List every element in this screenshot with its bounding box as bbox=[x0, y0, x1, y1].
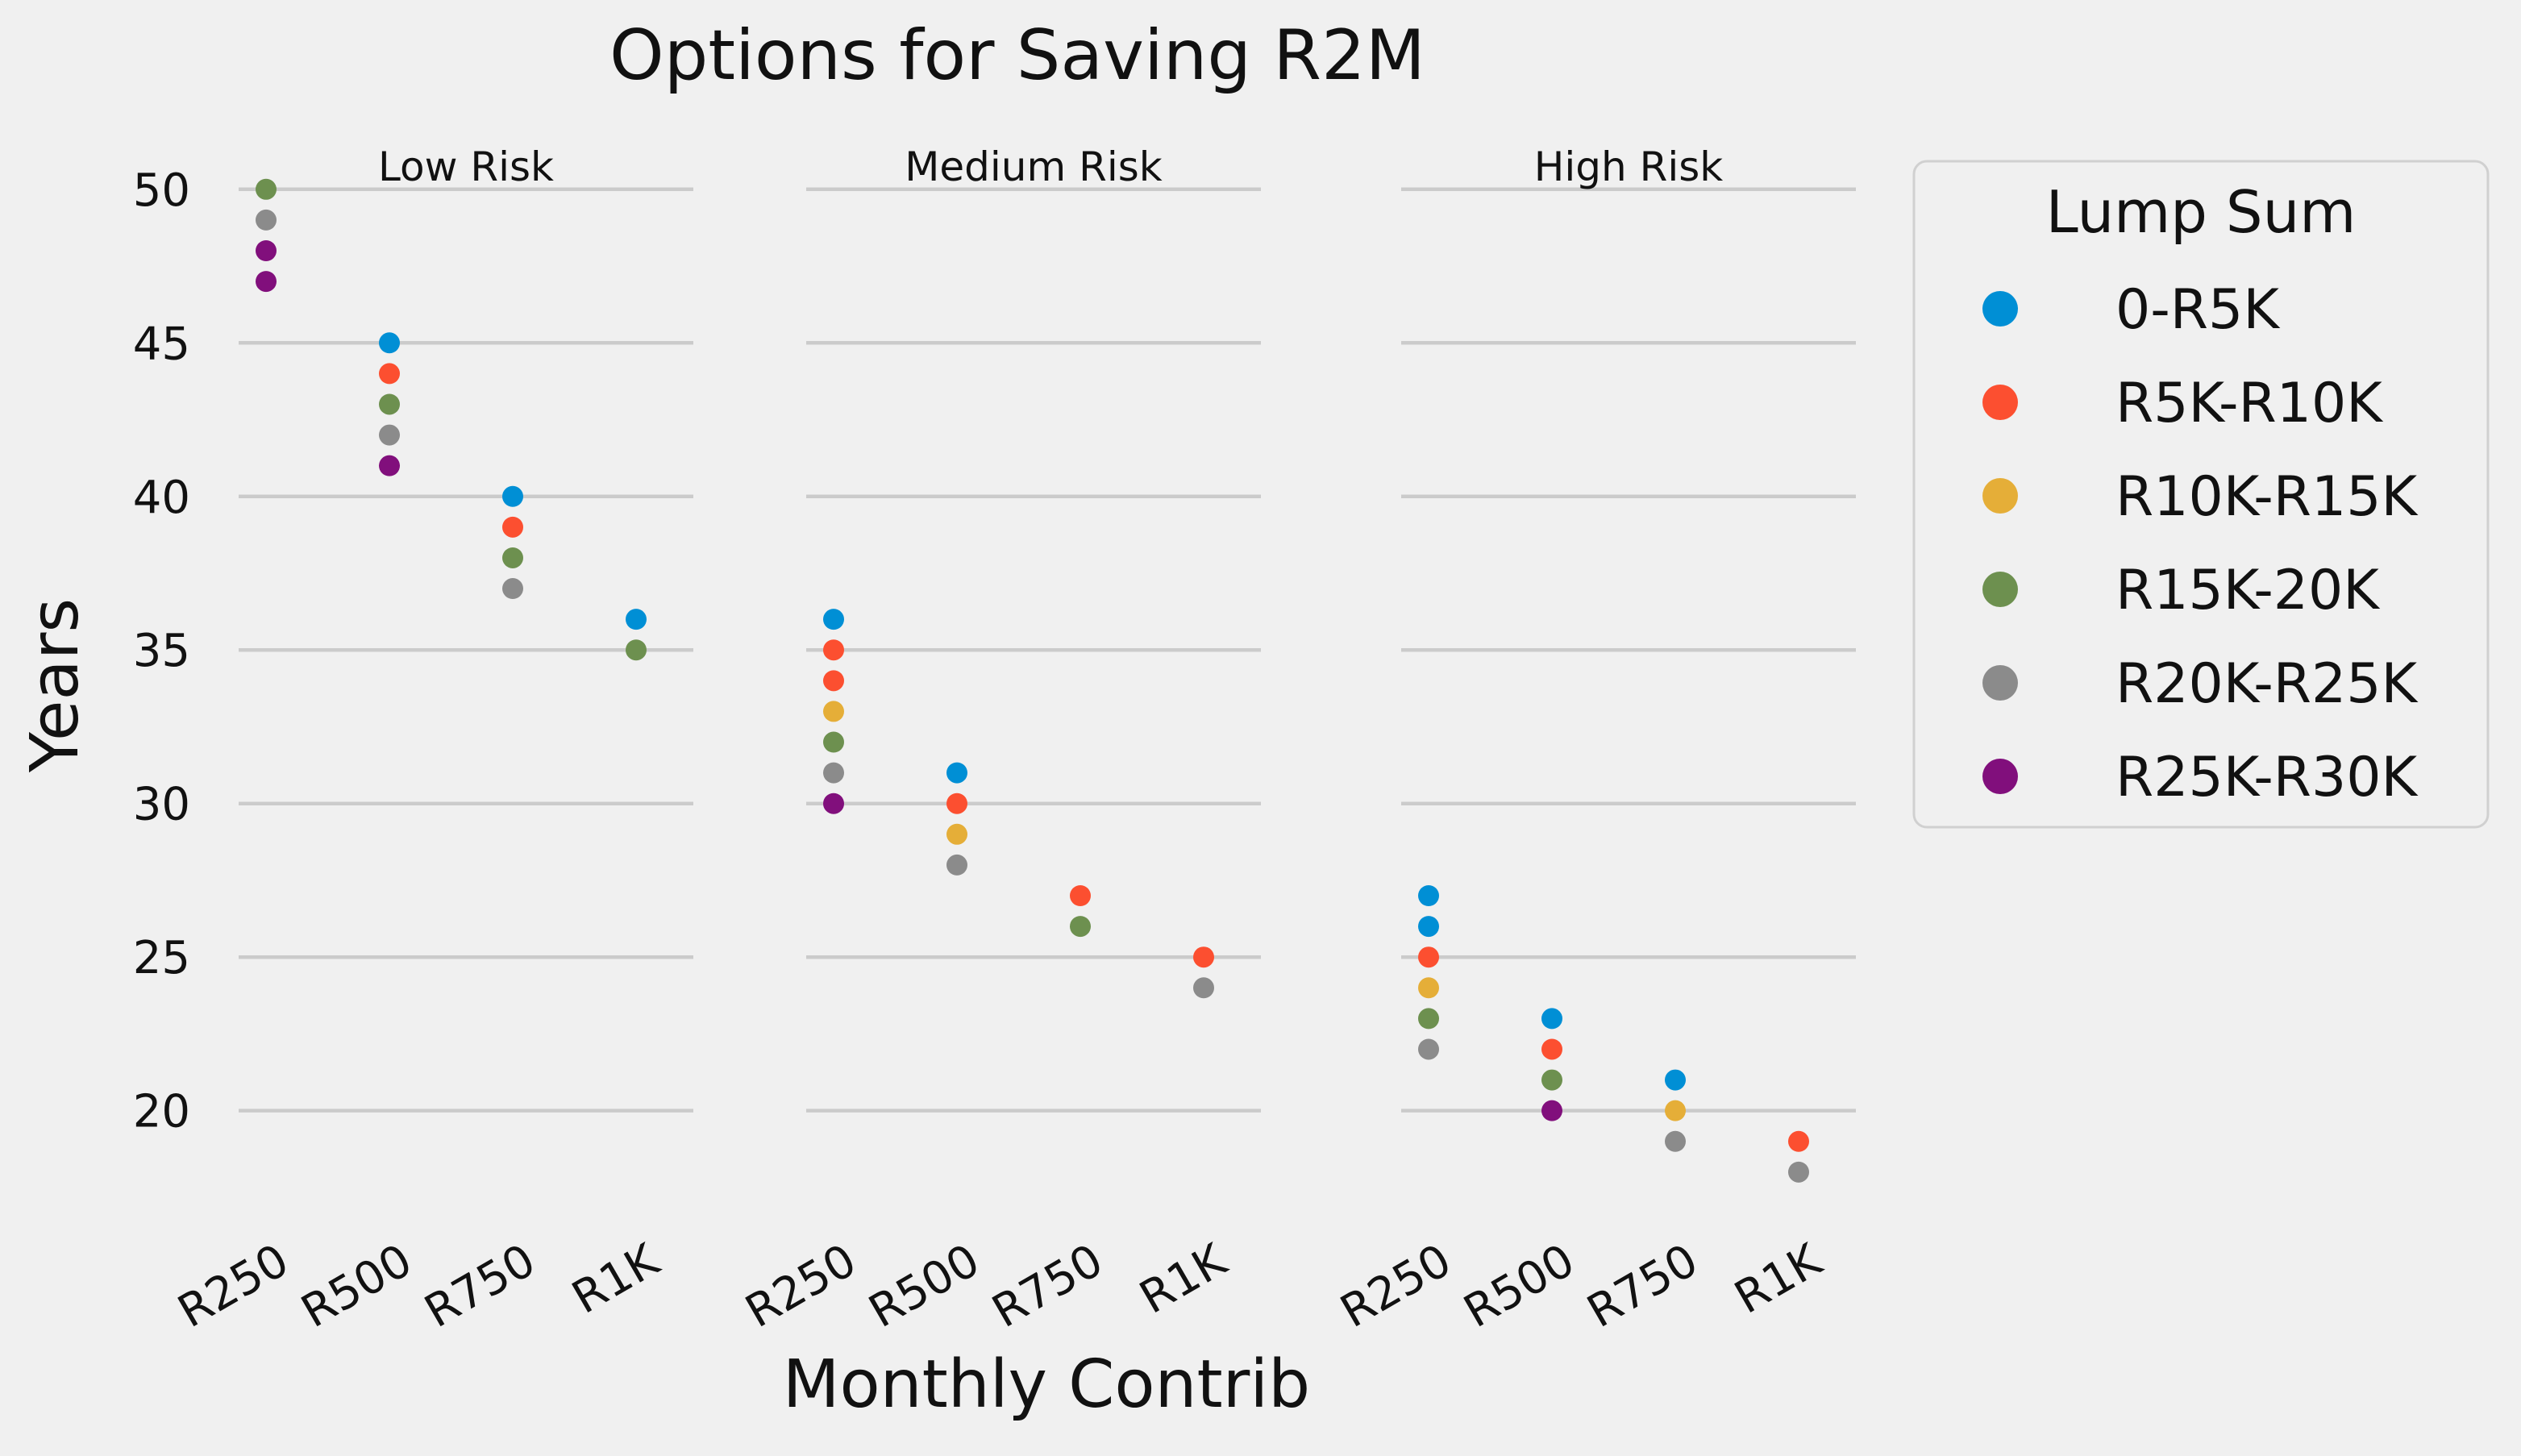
x-tick-label: R250 bbox=[1332, 1234, 1460, 1338]
x-tick-label: R500 bbox=[293, 1234, 421, 1338]
legend-title: Lump Sum bbox=[2046, 178, 2357, 246]
data-point bbox=[379, 332, 400, 354]
legend-item: R5K-R10K bbox=[1982, 372, 2384, 435]
data-point bbox=[1541, 1100, 1562, 1121]
y-tick-label: 50 bbox=[133, 164, 190, 217]
data-point bbox=[256, 209, 277, 231]
data-point bbox=[823, 670, 844, 692]
legend: Lump Sum 0-R5K R5K-R10K R10K-R15K R15K-20K R… bbox=[1912, 160, 2490, 829]
data-point bbox=[946, 792, 967, 814]
data-point bbox=[1418, 916, 1439, 938]
y-tick-label: 25 bbox=[133, 932, 190, 984]
legend-frame bbox=[1912, 160, 2490, 829]
data-point bbox=[1418, 977, 1439, 999]
legend-item: R20K-R25K bbox=[1982, 652, 2419, 716]
data-point bbox=[379, 424, 400, 446]
data-point bbox=[823, 762, 844, 784]
legend-item: R15K-20K bbox=[1982, 559, 2381, 622]
data-point bbox=[502, 578, 523, 600]
data-point bbox=[256, 178, 277, 200]
panel-title: Low Risk bbox=[378, 144, 554, 190]
legend-marker bbox=[1982, 572, 2018, 607]
data-point bbox=[1070, 885, 1091, 906]
data-point bbox=[1418, 885, 1439, 906]
legend-item: R10K-R15K bbox=[1982, 465, 2419, 529]
data-point bbox=[1193, 977, 1214, 999]
data-point bbox=[1193, 946, 1214, 968]
data-point bbox=[1665, 1100, 1686, 1121]
x-tick-label: R500 bbox=[860, 1234, 988, 1338]
data-point bbox=[502, 485, 523, 507]
legend-label: R25K-R30K bbox=[2115, 746, 2419, 809]
data-point bbox=[946, 854, 967, 876]
x-tick-label: R750 bbox=[416, 1234, 544, 1338]
legend-marker bbox=[1982, 665, 2018, 701]
legend-item: R25K-R30K bbox=[1982, 746, 2419, 809]
legend-label: R15K-20K bbox=[2115, 559, 2381, 622]
data-point bbox=[823, 639, 844, 661]
data-point bbox=[1665, 1130, 1686, 1152]
data-point bbox=[1541, 1008, 1562, 1030]
data-point bbox=[946, 762, 967, 784]
x-tick-label: R250 bbox=[169, 1234, 297, 1338]
legend-marker bbox=[1982, 291, 2018, 327]
data-point bbox=[823, 792, 844, 814]
x-tick-label: R1K bbox=[1131, 1233, 1236, 1325]
data-point bbox=[379, 393, 400, 415]
y-tick-label: 35 bbox=[133, 625, 190, 677]
y-tick-label: 30 bbox=[133, 779, 190, 831]
data-point bbox=[823, 731, 844, 753]
legend-label: 0-R5K bbox=[2115, 278, 2281, 342]
data-point bbox=[823, 609, 844, 630]
y-tick-label: 40 bbox=[133, 472, 190, 524]
y-axis-label: Years bbox=[17, 598, 94, 773]
legend-label: R10K-R15K bbox=[2115, 465, 2419, 529]
panel-title: Medium Risk bbox=[905, 144, 1163, 190]
y-tick-label: 45 bbox=[133, 318, 190, 370]
legend-marker bbox=[1982, 478, 2018, 514]
data-point bbox=[379, 363, 400, 385]
legend-label: R20K-R25K bbox=[2115, 652, 2419, 716]
legend-item: 0-R5K bbox=[1982, 278, 2281, 342]
data-point bbox=[1418, 1038, 1439, 1060]
panel-title: High Risk bbox=[1534, 144, 1723, 190]
data-point bbox=[946, 823, 967, 845]
legend-marker bbox=[1982, 385, 2018, 420]
x-axis-label: Monthly Contrib bbox=[783, 1346, 1310, 1423]
data-point bbox=[502, 516, 523, 538]
chart-title: Options for Saving R2M bbox=[609, 15, 1425, 96]
data-point bbox=[379, 455, 400, 476]
x-tick-label: R750 bbox=[1579, 1234, 1707, 1338]
data-point bbox=[256, 271, 277, 293]
data-point bbox=[1418, 946, 1439, 968]
x-tick-label: R750 bbox=[984, 1234, 1112, 1338]
data-point bbox=[823, 701, 844, 722]
x-tick-label: R1K bbox=[564, 1233, 668, 1325]
x-tick-label: R250 bbox=[737, 1234, 865, 1338]
x-tick-label: R500 bbox=[1455, 1234, 1583, 1338]
data-point bbox=[1541, 1038, 1562, 1060]
data-point bbox=[256, 240, 277, 261]
data-point bbox=[1418, 1008, 1439, 1030]
legend-label: R5K-R10K bbox=[2115, 372, 2384, 435]
data-point bbox=[1788, 1130, 1809, 1152]
data-point bbox=[626, 639, 647, 661]
data-point bbox=[502, 547, 523, 568]
x-tick-label: R1K bbox=[1726, 1233, 1831, 1325]
data-point bbox=[1541, 1069, 1562, 1091]
y-tick-labels: 20 25 30 35 40 45 50 bbox=[133, 164, 190, 1138]
data-point bbox=[1070, 916, 1091, 938]
data-point bbox=[1665, 1069, 1686, 1091]
y-tick-label: 20 bbox=[133, 1086, 190, 1138]
legend-marker bbox=[1982, 759, 2018, 794]
data-point bbox=[1788, 1161, 1809, 1183]
data-point bbox=[626, 609, 647, 630]
